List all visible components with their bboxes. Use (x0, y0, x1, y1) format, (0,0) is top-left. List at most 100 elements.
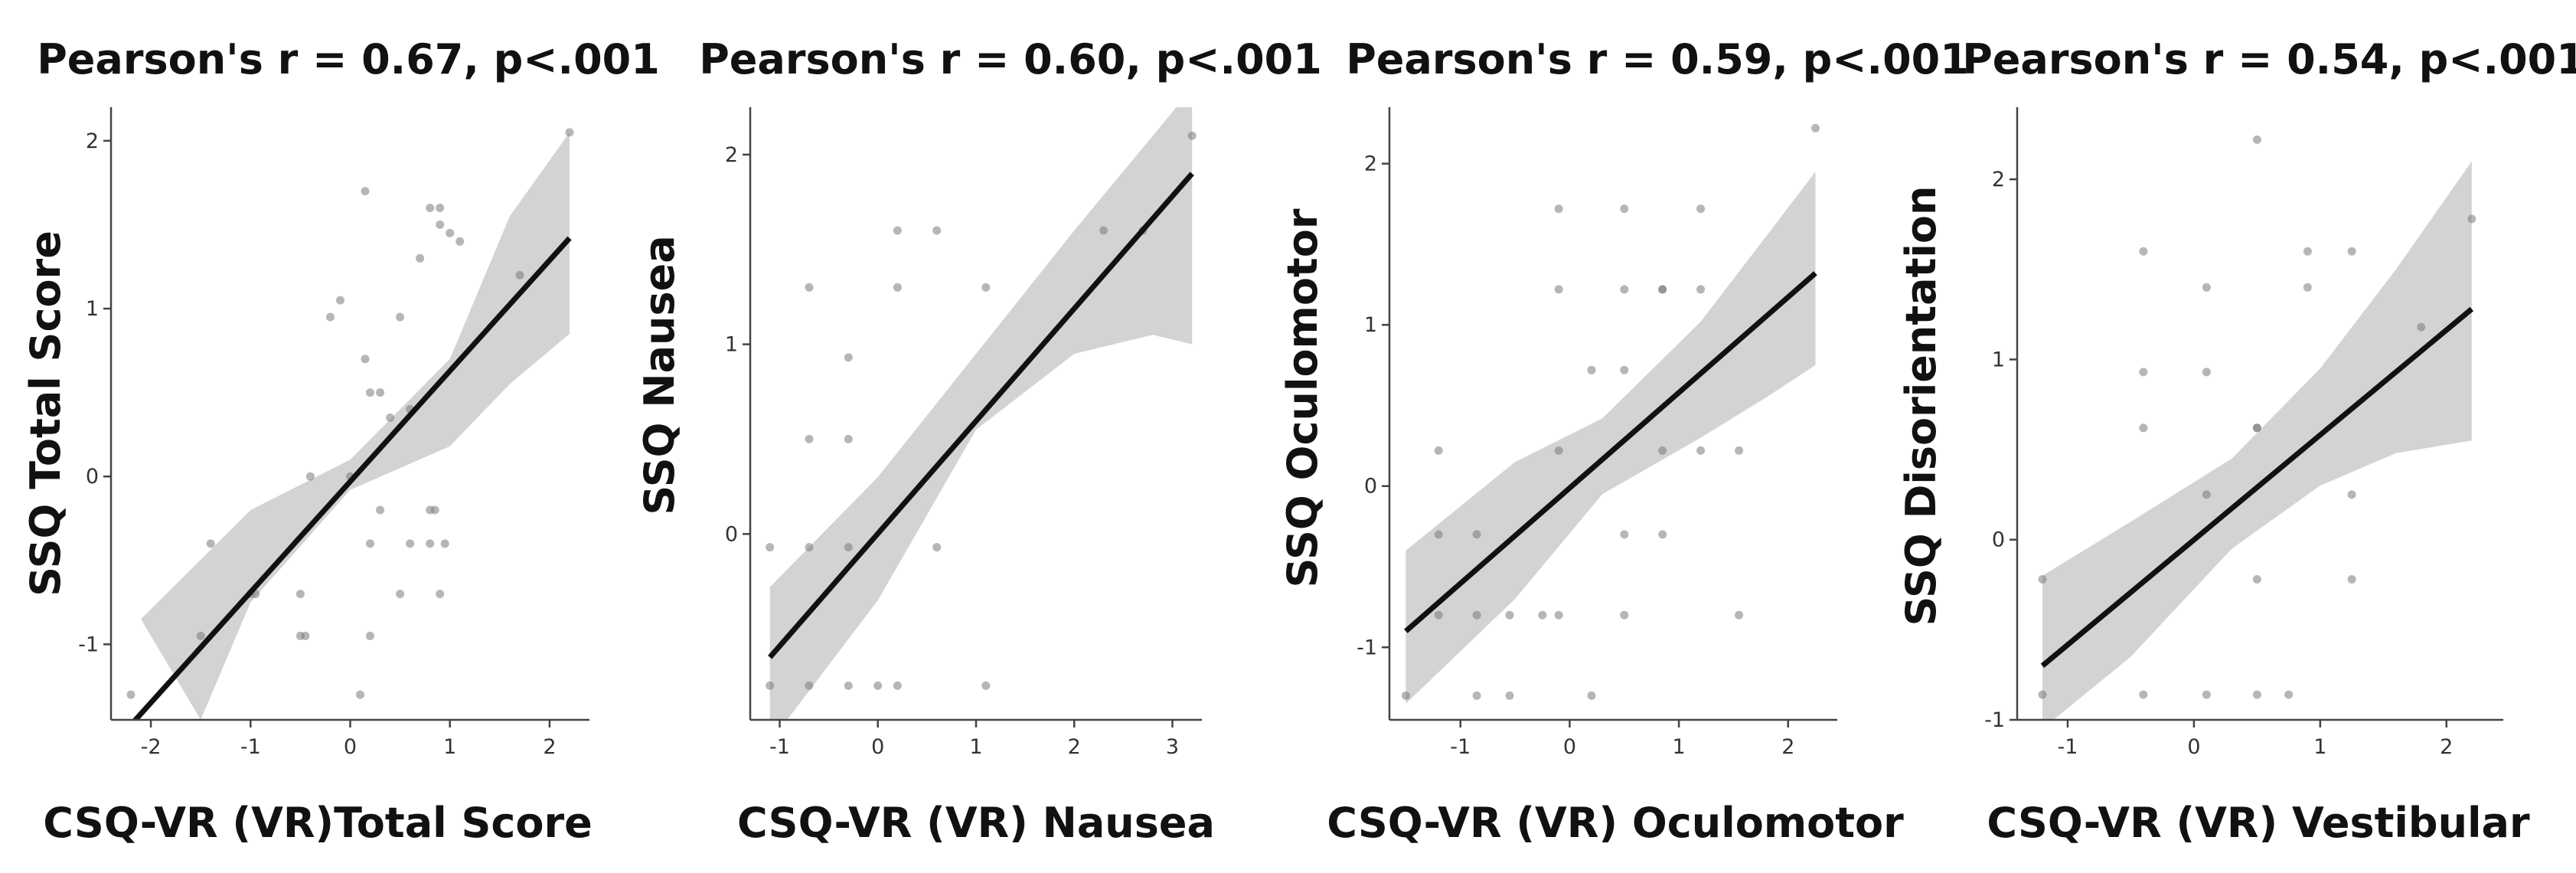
panel-oculomotor-xlabel: CSQ-VR (VR) Oculomotor (1327, 799, 1904, 847)
total-point (386, 414, 395, 422)
total-point (295, 631, 305, 640)
nausea-point (844, 434, 853, 443)
total-y-tick-label: 2 (86, 129, 99, 153)
disorientation-point (2038, 690, 2047, 699)
disorientation-point (2347, 490, 2356, 499)
total-point (436, 590, 445, 599)
nausea-fit-line (768, 172, 1194, 659)
total-y-tick-label: -1 (78, 633, 99, 656)
disorientation-x-tick-label: 1 (2313, 735, 2326, 759)
nausea-point (893, 283, 902, 292)
total-point (356, 690, 364, 699)
oculomotor-fit-line (1404, 271, 1817, 633)
nausea-point (893, 681, 902, 690)
oculomotor-y-tick-label: -1 (1357, 636, 1377, 659)
oculomotor-point (1587, 365, 1596, 374)
oculomotor-point (1696, 204, 1706, 214)
oculomotor-point (1505, 691, 1514, 700)
total-point (426, 204, 435, 212)
oculomotor-point (1434, 530, 1443, 539)
total-point (426, 539, 435, 548)
nausea-point (873, 681, 883, 690)
oculomotor-point (1620, 285, 1629, 294)
disorientation-y-tick-label: 0 (1992, 528, 2005, 552)
oculomotor-y-tick-label: 1 (1364, 313, 1377, 337)
disorientation-ci-band (2042, 161, 2472, 720)
nausea-point (766, 681, 775, 690)
oculomotor-point (1658, 530, 1667, 539)
oculomotor-point (1735, 446, 1744, 455)
oculomotor-ci-band (1406, 172, 1816, 704)
total-point (396, 590, 405, 599)
panel-oculomotor-title: Pearson's r = 0.59, p<.001 (1346, 35, 1969, 83)
total-point (366, 539, 374, 548)
total-x-tick-label: 2 (543, 735, 556, 759)
oculomotor-point (1735, 610, 1744, 620)
total-point (326, 312, 335, 322)
disorientation-point (2139, 368, 2148, 377)
oculomotor-point (1658, 285, 1667, 294)
panel-total: Pearson's r = 0.67, p<.001 SSQ Total Sco… (21, 35, 660, 847)
panel-oculomotor-plot: -1 0 1 2 -1 0 1 2 (1357, 107, 1837, 759)
total-point (366, 631, 374, 640)
disorientation-point (2139, 690, 2148, 699)
panel-disorientation-title: Pearson's r = 0.54, p<.001 (1962, 35, 2576, 83)
nausea-point (1187, 131, 1197, 140)
oculomotor-point (1472, 691, 1481, 700)
oculomotor-point (1401, 691, 1410, 700)
nausea-point (932, 226, 942, 235)
nausea-point (932, 543, 942, 552)
panel-disorientation-plot: -1 0 1 2 -1 0 1 2 (1984, 107, 2503, 759)
panel-total-title: Pearson's r = 0.67, p<.001 (37, 35, 660, 83)
oculomotor-point (1620, 204, 1629, 214)
oculomotor-point (1587, 691, 1596, 700)
disorientation-point (2139, 247, 2148, 256)
total-point (361, 355, 370, 364)
disorientation-x-tick-label: -1 (2058, 735, 2078, 759)
nausea-x-tick-label: 3 (1166, 735, 1179, 759)
panel-disorientation-xlabel: CSQ-VR (VR) Vestibular (1987, 799, 2530, 847)
panel-nausea-xlabel: CSQ-VR (VR) Nausea (737, 799, 1215, 847)
nausea-x-tick-label: 1 (969, 735, 982, 759)
panel-total-ylabel: SSQ Total Score (21, 231, 70, 597)
panel-oculomotor-ylabel: SSQ Oculomotor (1278, 208, 1327, 587)
disorientation-point (2202, 490, 2211, 499)
disorientation-point (2303, 247, 2312, 256)
disorientation-point (2202, 283, 2211, 292)
total-point (416, 253, 425, 263)
total-ci-band (141, 132, 570, 720)
panel-oculomotor: Pearson's r = 0.59, p<.001 SSQ Oculomoto… (1278, 35, 1969, 847)
nausea-point (766, 543, 775, 552)
disorientation-point (2252, 690, 2261, 699)
disorientation-point (2252, 423, 2261, 433)
oculomotor-y-tick-label: 0 (1364, 475, 1377, 499)
total-point (206, 539, 215, 548)
total-y-tick-label: 0 (86, 465, 99, 489)
total-y-tick-label: 1 (86, 297, 99, 321)
nausea-y-tick-label: 1 (725, 333, 738, 357)
total-point (515, 270, 524, 280)
panel-disorientation-ylabel: SSQ Disorientation (1897, 186, 1945, 626)
total-point (396, 312, 405, 322)
disorientation-point (2038, 575, 2047, 584)
nausea-y-tick-label: 2 (725, 143, 738, 167)
total-point (436, 204, 445, 212)
total-point (440, 539, 449, 548)
oculomotor-point (1472, 610, 1481, 620)
oculomotor-point (1620, 365, 1629, 374)
total-x-tick-label: 1 (443, 735, 456, 759)
total-point (376, 505, 385, 515)
oculomotor-point (1620, 530, 1629, 539)
disorientation-x-tick-label: 0 (2187, 735, 2200, 759)
oculomotor-point (1658, 446, 1667, 455)
oculomotor-y-tick-label: 2 (1364, 152, 1377, 176)
panel-total-plot: -2 -1 0 1 2 -1 0 1 2 (78, 107, 589, 759)
oculomotor-x-tick-label: 0 (1563, 735, 1576, 759)
oculomotor-point (1505, 610, 1514, 620)
nausea-point (805, 434, 814, 443)
disorientation-point (2202, 368, 2211, 377)
disorientation-point (2284, 690, 2294, 699)
nausea-y-tick-label: 0 (725, 522, 738, 546)
oculomotor-point (1696, 446, 1706, 455)
